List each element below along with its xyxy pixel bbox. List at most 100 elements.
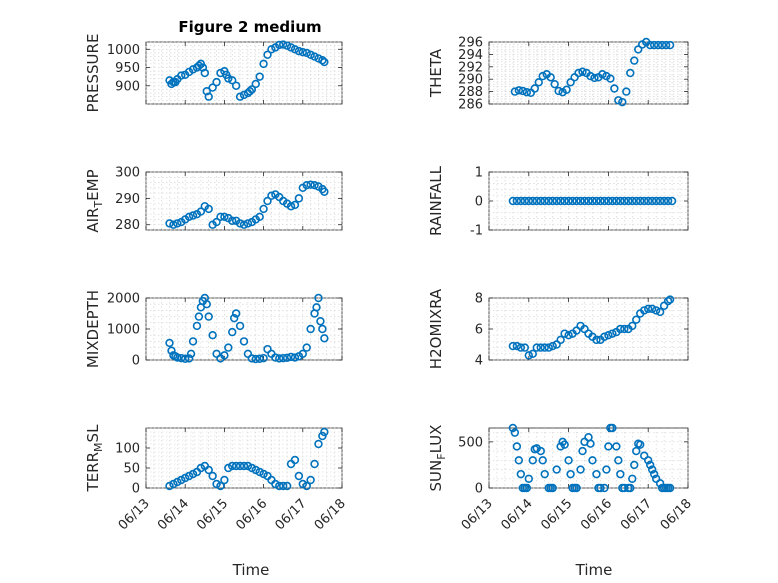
data-point <box>566 78 575 87</box>
y-tick-label: 280 <box>115 218 140 233</box>
data-point <box>235 321 245 331</box>
data-point <box>314 54 323 63</box>
data-point <box>255 354 264 363</box>
y-tick-label: 100 <box>115 442 140 457</box>
data-point <box>188 211 198 220</box>
data-point <box>224 74 233 83</box>
data-point <box>298 48 307 57</box>
data-point <box>536 196 545 206</box>
data-point <box>263 196 272 206</box>
data-point <box>552 465 561 474</box>
data-point <box>564 456 573 465</box>
data-point <box>177 353 186 363</box>
data-point <box>632 446 641 456</box>
data-point <box>568 196 577 206</box>
data-point <box>655 307 665 317</box>
data-point <box>572 483 581 493</box>
data-point <box>614 456 623 465</box>
data-point <box>169 220 178 229</box>
data-point <box>208 471 217 481</box>
data-point <box>622 87 631 96</box>
data-point <box>204 312 213 321</box>
data-point <box>267 45 276 54</box>
panel-terr-msl: 0 50 100 06/13 06/14 06/15 06/16 06/17 06/18 TERR… <box>84 424 349 533</box>
data-point <box>212 217 221 227</box>
y-tick-label: 4 <box>475 354 483 369</box>
data-point <box>204 465 213 475</box>
y-axis-label-main: SUN <box>427 460 445 492</box>
y-axis-label-main: RAINFALL <box>427 165 445 236</box>
data-point <box>626 483 635 493</box>
data-point <box>647 304 657 314</box>
panel-rainfall: -1 0 1 RAINFALL <box>427 165 689 239</box>
y-axis-label: H2OMIXRA <box>427 288 445 369</box>
figure-title: Figure 2 medium <box>178 18 321 36</box>
data-point <box>282 481 292 491</box>
data-point <box>294 471 304 481</box>
panel-h2omixra: 4 6 8 H2OMIXRA <box>427 288 689 369</box>
data-point <box>271 353 280 362</box>
data-point <box>628 321 637 331</box>
x-tick-label: 06/17 <box>273 496 310 533</box>
data-point <box>536 446 545 456</box>
data-point <box>306 475 315 485</box>
x-axis-label-left: Time <box>232 561 270 579</box>
data-point <box>659 196 669 206</box>
data-point <box>310 180 319 190</box>
data-point <box>194 61 204 70</box>
y-tick-label: 0 <box>475 195 483 210</box>
data-point <box>239 90 249 100</box>
data-point <box>200 68 210 78</box>
data-point <box>643 196 653 206</box>
y-tick-label: 0 <box>132 354 140 369</box>
data-point <box>630 56 639 65</box>
y-tick-label: 296 <box>458 36 483 51</box>
data-point <box>514 86 524 95</box>
data-point <box>564 331 573 340</box>
y-tick-label: 8 <box>475 292 483 307</box>
data-point <box>661 40 671 50</box>
y-axis-label: PRESSURE <box>84 34 102 113</box>
y-axis-label: TERRMSL <box>84 424 105 493</box>
data-point <box>556 335 565 345</box>
panel-pressure: 900 950 1000 PRESSURE <box>84 34 343 113</box>
data-point <box>306 324 315 334</box>
data-point <box>255 212 264 222</box>
data-point <box>604 196 613 206</box>
y-tick-label: 6 <box>475 323 483 338</box>
data-point <box>592 469 601 479</box>
data-point <box>167 346 176 355</box>
data-point <box>665 483 675 493</box>
data-point <box>616 469 625 479</box>
y-tick-label: 290 <box>458 73 483 88</box>
data-point <box>608 329 617 338</box>
data-point <box>592 335 601 345</box>
data-point <box>508 423 518 433</box>
data-point <box>600 483 609 493</box>
data-point <box>239 461 249 471</box>
y-axis-label: RAINFALL <box>427 165 445 236</box>
y-axis-label-main: TERR <box>84 452 102 493</box>
data-point <box>224 343 233 352</box>
data-point <box>520 343 530 352</box>
data-point <box>528 349 537 358</box>
y-tick-label: 0 <box>132 482 140 497</box>
data-point <box>616 324 625 334</box>
y-axis-label-main: MIXDEPTH <box>84 290 102 368</box>
data-point <box>556 196 565 206</box>
data-point <box>173 353 182 362</box>
data-point <box>640 196 649 206</box>
data-point <box>608 196 617 206</box>
y-tick-label: 0 <box>475 482 483 497</box>
y-axis-label-main: PRESSURE <box>84 34 102 113</box>
x-tick-label: 06/13 <box>116 496 153 533</box>
y-axis-label: THETA <box>427 48 445 98</box>
data-point <box>590 73 599 83</box>
data-point <box>204 204 213 214</box>
data-point <box>263 50 272 59</box>
data-point <box>518 86 528 96</box>
data-point <box>290 200 300 210</box>
data-point <box>608 423 617 433</box>
data-point <box>544 196 553 206</box>
